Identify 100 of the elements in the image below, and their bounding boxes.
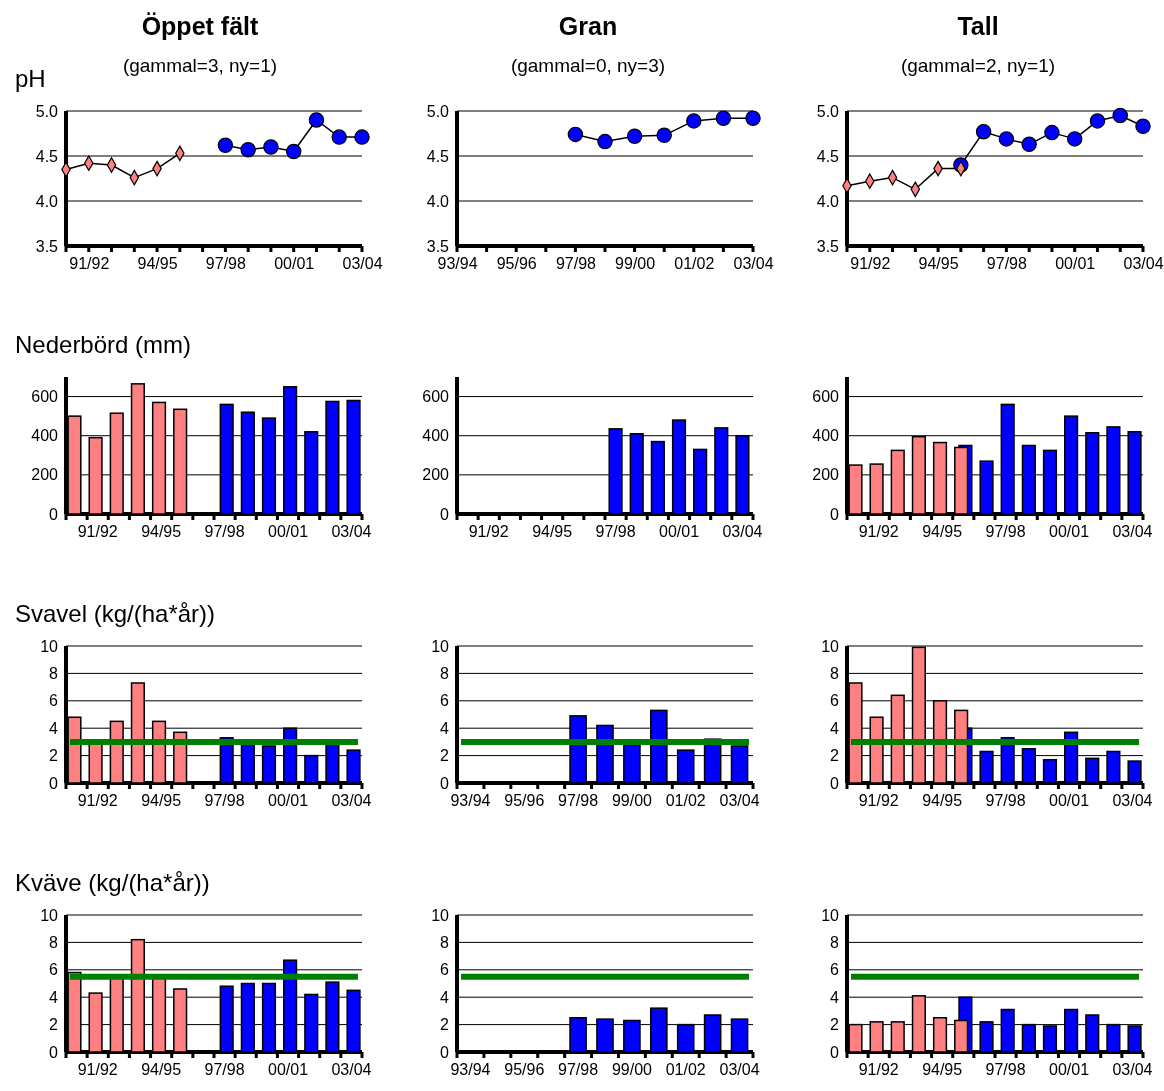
y-tick-label: 3.5 xyxy=(35,237,59,255)
x-tick-label: 99/00 xyxy=(611,1061,653,1079)
x-tick-label: 03/04 xyxy=(733,255,774,273)
x-tick-label: 94/95 xyxy=(922,792,963,810)
x-tick-label: 97/98 xyxy=(985,1061,1026,1079)
y-tick-label: 0 xyxy=(49,774,59,792)
chart-title: Tall xyxy=(957,12,999,40)
chart-subtitle: (gammal=3, ny=1) xyxy=(122,55,278,76)
y-tick-label: 6 xyxy=(440,692,450,710)
y-tick-label: 0 xyxy=(440,505,450,523)
x-tick-label: 97/98 xyxy=(204,792,245,810)
y-axis-title: pH xyxy=(15,65,46,92)
y-tick-label: 400 xyxy=(422,427,450,445)
y-tick-label: 10 xyxy=(821,906,840,924)
x-tick-label: 00/01 xyxy=(1048,792,1090,810)
x-tick-label: 97/98 xyxy=(558,1061,599,1079)
y-tick-label: 200 xyxy=(422,466,450,484)
y-tick-label: 8 xyxy=(440,934,450,952)
x-tick-label: 97/98 xyxy=(986,255,1027,273)
x-tick-label: 00/01 xyxy=(274,255,315,273)
x-tick-label: 03/04 xyxy=(722,523,763,541)
y-tick-label: 0 xyxy=(440,1043,450,1061)
y-tick-label: 2 xyxy=(49,747,59,765)
y-axis-title: Kväve (kg/(ha*år)) xyxy=(15,869,210,896)
x-tick-label: 93/94 xyxy=(437,255,478,273)
y-tick-label: 5.0 xyxy=(35,102,59,120)
y-tick-label: 8 xyxy=(49,934,59,952)
x-tick-label: 00/01 xyxy=(267,1061,309,1079)
y-axis-title: Nederbörd (mm) xyxy=(15,331,192,358)
x-tick-label: 00/01 xyxy=(267,523,309,541)
x-tick-label: 00/01 xyxy=(1048,523,1090,541)
y-tick-label: 5.0 xyxy=(426,102,450,120)
chart-title: Gran xyxy=(558,12,618,40)
y-tick-label: 10 xyxy=(431,637,450,655)
x-tick-label: 95/96 xyxy=(504,1061,545,1079)
x-tick-label: 97/98 xyxy=(985,523,1026,541)
y-tick-label: 2 xyxy=(440,1016,450,1034)
x-tick-label: 94/95 xyxy=(137,255,178,273)
x-tick-label: 97/98 xyxy=(985,792,1026,810)
x-tick-label: 97/98 xyxy=(204,523,245,541)
x-tick-label: 03/04 xyxy=(331,1061,372,1079)
x-tick-label: 99/00 xyxy=(615,255,656,273)
x-tick-label: 94/95 xyxy=(141,792,182,810)
y-tick-label: 4 xyxy=(830,719,840,737)
x-tick-label: 01/02 xyxy=(665,792,706,810)
x-tick-label: 97/98 xyxy=(558,792,599,810)
chart-title: Öppet fält xyxy=(141,12,259,40)
chart-subtitle: (gammal=0, ny=3) xyxy=(510,55,666,76)
y-tick-label: 4.0 xyxy=(426,192,450,210)
y-tick-label: 4 xyxy=(830,988,840,1006)
x-tick-label: 94/95 xyxy=(141,523,182,541)
x-tick-label: 94/95 xyxy=(922,523,963,541)
y-tick-label: 0 xyxy=(49,1043,59,1061)
y-tick-label: 0 xyxy=(830,774,840,792)
x-tick-label: 03/04 xyxy=(342,255,383,273)
y-tick-label: 400 xyxy=(31,427,59,445)
y-tick-label: 8 xyxy=(830,934,840,952)
y-tick-label: 2 xyxy=(49,1016,59,1034)
y-tick-label: 8 xyxy=(440,665,450,683)
x-tick-label: 03/04 xyxy=(1112,1061,1153,1079)
y-tick-label: 6 xyxy=(49,961,59,979)
x-tick-label: 93/94 xyxy=(450,1061,491,1079)
y-tick-label: 0 xyxy=(49,505,59,523)
x-tick-label: 91/92 xyxy=(77,792,118,810)
x-tick-label: 91/92 xyxy=(77,523,118,541)
y-tick-label: 4.5 xyxy=(816,147,840,165)
y-tick-label: 10 xyxy=(40,637,59,655)
x-tick-label: 01/02 xyxy=(674,255,715,273)
chart-subtitle: (gammal=2, ny=1) xyxy=(900,55,1056,76)
y-tick-label: 200 xyxy=(812,466,840,484)
y-tick-label: 6 xyxy=(830,961,840,979)
x-tick-label: 03/04 xyxy=(331,523,372,541)
x-tick-label: 95/96 xyxy=(504,792,545,810)
y-tick-label: 6 xyxy=(440,961,450,979)
x-tick-label: 03/04 xyxy=(1123,255,1164,273)
x-tick-label: 03/04 xyxy=(719,1061,760,1079)
x-tick-label: 97/98 xyxy=(205,255,246,273)
x-tick-label: 95/96 xyxy=(496,255,537,273)
x-tick-label: 94/95 xyxy=(918,255,959,273)
x-tick-label: 91/92 xyxy=(69,255,110,273)
y-tick-label: 600 xyxy=(31,388,59,406)
y-tick-label: 8 xyxy=(49,665,59,683)
x-tick-label: 97/98 xyxy=(555,255,597,273)
x-tick-label: 03/04 xyxy=(331,792,372,810)
x-tick-label: 94/95 xyxy=(141,1061,182,1079)
y-tick-label: 200 xyxy=(31,466,59,484)
y-tick-label: 400 xyxy=(812,427,840,445)
x-tick-label: 03/04 xyxy=(719,792,760,810)
x-tick-label: 00/01 xyxy=(267,792,309,810)
x-tick-label: 03/04 xyxy=(1112,792,1153,810)
x-tick-label: 97/98 xyxy=(204,1061,245,1079)
x-tick-label: 91/92 xyxy=(850,255,891,273)
y-tick-label: 0 xyxy=(830,505,840,523)
y-tick-label: 10 xyxy=(431,906,450,924)
x-tick-label: 00/01 xyxy=(1048,1061,1090,1079)
y-tick-label: 4 xyxy=(49,719,59,737)
y-tick-label: 8 xyxy=(830,665,840,683)
y-tick-label: 10 xyxy=(821,637,840,655)
y-tick-label: 6 xyxy=(49,692,59,710)
y-tick-label: 600 xyxy=(422,388,450,406)
